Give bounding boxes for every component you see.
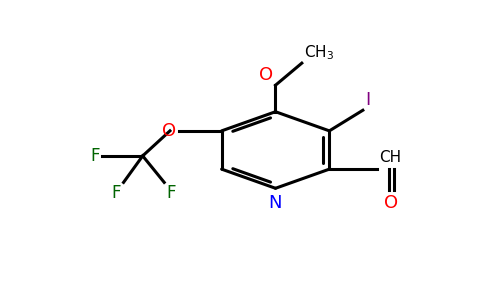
Text: F: F xyxy=(90,147,100,165)
Text: I: I xyxy=(365,91,370,109)
Text: O: O xyxy=(259,66,273,84)
Text: N: N xyxy=(269,194,282,212)
Text: F: F xyxy=(166,184,176,202)
Text: F: F xyxy=(112,184,121,202)
Text: CH$_3$: CH$_3$ xyxy=(304,43,334,62)
Text: CH: CH xyxy=(379,150,402,165)
Text: O: O xyxy=(384,194,399,212)
Text: O: O xyxy=(162,122,176,140)
